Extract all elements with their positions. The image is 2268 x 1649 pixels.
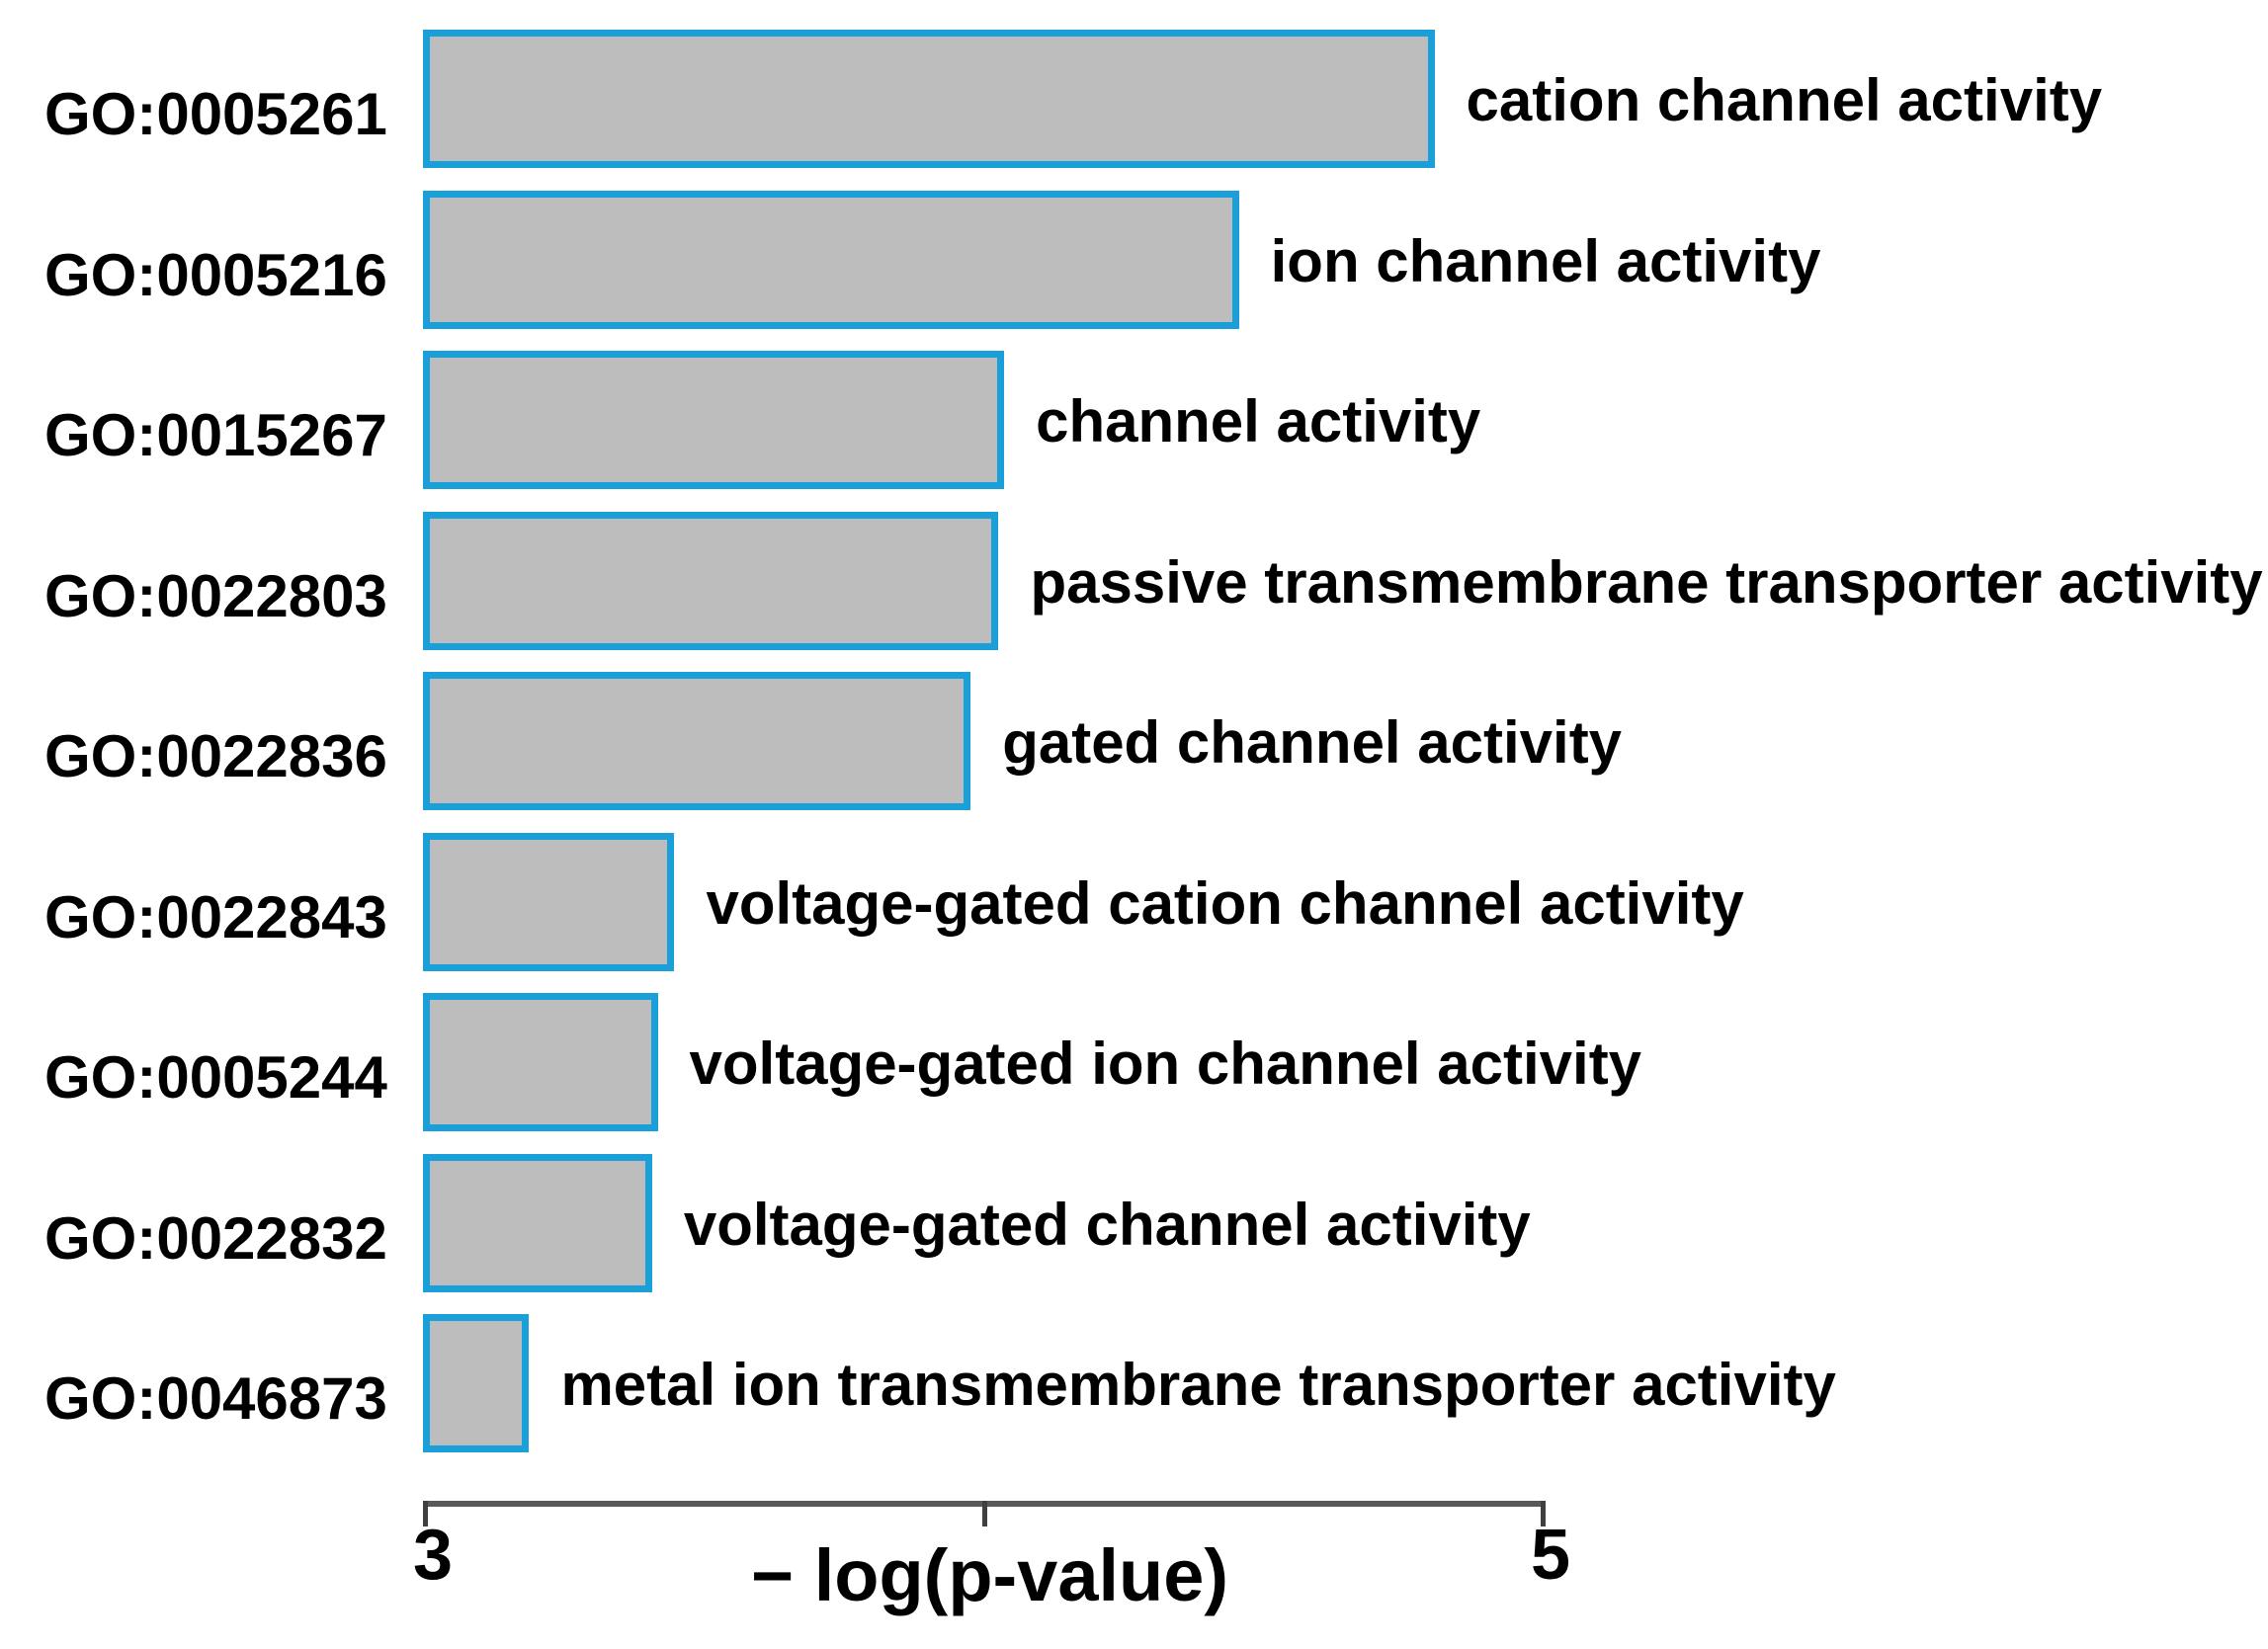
x-axis-tick-label: 3: [412, 1516, 454, 1595]
x-axis-tick-label: 5: [1530, 1516, 1571, 1595]
bar-label: channel activity: [1036, 388, 1481, 454]
bar-label: ion channel activity: [1270, 227, 1821, 294]
bar-label: voltage-gated ion channel activity: [689, 1031, 1642, 1097]
bar: [423, 993, 658, 1131]
bar-label: voltage-gated channel activity: [683, 1191, 1531, 1258]
bar: [423, 672, 971, 810]
bar: [423, 190, 1239, 329]
go-id-label: GO:0022836: [44, 723, 387, 789]
bar-label: passive transmembrane transporter activi…: [1030, 548, 2263, 616]
bar: [423, 832, 675, 971]
bar-label: metal ion transmembrane transporter acti…: [560, 1352, 1836, 1418]
go-id-label: GO:0005261: [44, 81, 387, 147]
bar: [423, 30, 1435, 168]
go-id-label: GO:0015267: [44, 402, 387, 468]
bar: [423, 1314, 530, 1452]
bar-label: gated channel activity: [1002, 709, 1623, 776]
bar-label: voltage-gated cation channel activity: [706, 869, 1744, 937]
go-id-label: GO:0022803: [44, 562, 387, 629]
x-axis-tick: [981, 1501, 987, 1526]
go-id-label: GO:0022832: [44, 1204, 387, 1272]
x-axis-tick: [423, 1501, 428, 1526]
x-axis-title: − log(p-value): [750, 1534, 1229, 1616]
bar: [423, 1153, 652, 1292]
go-id-label: GO:0005244: [44, 1044, 387, 1111]
x-axis-tick: [1541, 1501, 1546, 1526]
bar: [423, 511, 999, 650]
go-id-label: GO:0046873: [44, 1365, 387, 1432]
bar: [423, 351, 1005, 489]
bar-label: cation channel activity: [1466, 67, 2103, 133]
go-id-label: GO:0005216: [44, 241, 387, 308]
go-id-label: GO:0022843: [44, 883, 387, 950]
